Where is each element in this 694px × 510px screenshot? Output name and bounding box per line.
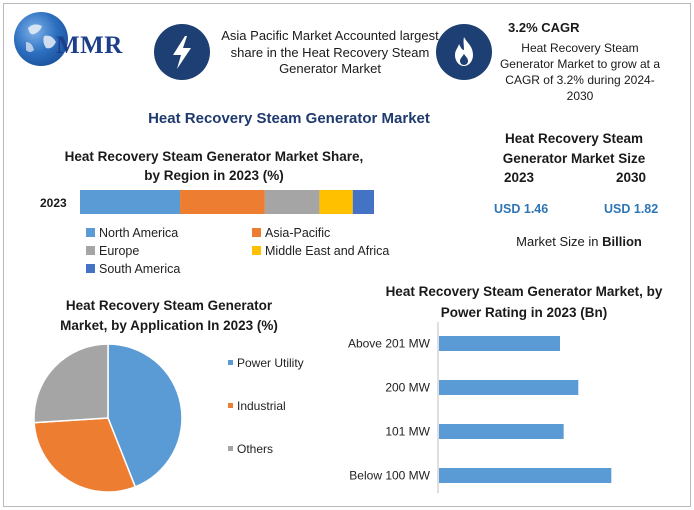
region-bar-segment-asia-pacific bbox=[180, 190, 265, 214]
globe-icon bbox=[14, 12, 68, 66]
power-tick-label-200-mw: 200 MW bbox=[385, 381, 430, 395]
legend-label: Power Utility bbox=[237, 356, 304, 370]
application-legend-item-power-utility: Power Utility bbox=[228, 356, 304, 370]
market-size-title: Heat Recovery Steam Generator Market Siz… bbox=[502, 131, 646, 166]
legend-swatch bbox=[86, 264, 95, 273]
legend-swatch bbox=[86, 246, 95, 255]
legend-swatch bbox=[228, 360, 233, 365]
pie-slice-industrial bbox=[33, 417, 137, 493]
power-bar-above-201-mw bbox=[439, 336, 560, 351]
market-size-year-end: 2030 bbox=[616, 170, 647, 185]
region-stacked-bar bbox=[80, 190, 374, 214]
market-size-value-start: USD 1.46 bbox=[494, 202, 549, 216]
region-bar-segment-south-america bbox=[352, 190, 374, 214]
power-tick-label-below-100-mw: Below 100 MW bbox=[349, 469, 430, 483]
main-title: Heat Recovery Steam Generator Market bbox=[148, 110, 430, 127]
region-legend-item-europe: Europe bbox=[86, 244, 139, 258]
pie-slice-others bbox=[33, 343, 109, 424]
region-chart-category-label: 2023 bbox=[40, 196, 67, 210]
market-size-note-prefix: Market Size in bbox=[516, 234, 599, 249]
power-tick-label-above-201-mw: Above 201 MW bbox=[348, 337, 431, 351]
legend-swatch bbox=[228, 403, 233, 408]
market-size-note-unit: Billion bbox=[602, 234, 642, 249]
legend-label: Middle East and Africa bbox=[265, 244, 390, 258]
region-bar-segment-north-america bbox=[80, 190, 181, 214]
legend-label: Others bbox=[237, 442, 274, 456]
cagr-text: Heat Recovery Steam Generator Market to … bbox=[499, 41, 661, 103]
power-chart-title: Heat Recovery Steam Generator Market, by… bbox=[385, 284, 663, 320]
logo-text: MMR bbox=[56, 32, 123, 59]
power-bar-200-mw bbox=[439, 380, 579, 395]
market-size-value-end: USD 1.82 bbox=[604, 202, 659, 216]
region-bar-segment-europe bbox=[264, 190, 320, 214]
legend-label: Europe bbox=[99, 244, 140, 258]
pie-slice-power-utility bbox=[107, 343, 183, 488]
legend-label: North America bbox=[99, 226, 179, 240]
power-tick-label-101-mw: 101 MW bbox=[385, 425, 430, 439]
region-legend-item-north-america: North America bbox=[86, 226, 178, 240]
legend-label: South America bbox=[99, 262, 181, 276]
market-size-year-start: 2023 bbox=[504, 170, 535, 185]
application-chart-title: Heat Recovery Steam Generator Market, by… bbox=[60, 298, 278, 333]
flame-icon bbox=[436, 24, 492, 80]
legend-swatch bbox=[252, 228, 261, 237]
legend-swatch bbox=[252, 246, 261, 255]
highlight-asia-pacific-text: Asia Pacific Market Accounted largest sh… bbox=[221, 28, 439, 76]
application-legend-item-others: Others bbox=[228, 442, 273, 456]
application-chart-legend: Power Utility Industrial Others bbox=[228, 356, 328, 466]
region-legend-item-south-america: South America bbox=[86, 262, 180, 276]
region-chart-title: Heat Recovery Steam Generator Market Sha… bbox=[64, 149, 364, 183]
power-bar-below-100-mw bbox=[439, 468, 612, 483]
cagr-title: 3.2% CAGR bbox=[508, 20, 580, 35]
legend-label: Asia-Pacific bbox=[265, 226, 331, 240]
region-legend-item-asia-pacific: Asia-Pacific bbox=[252, 226, 330, 240]
legend-label: Industrial bbox=[237, 399, 286, 413]
region-chart-legend: North America Asia-Pacific Europe Middle Ea… bbox=[86, 226, 426, 286]
region-bar-segment-middle-east-and-africa bbox=[319, 190, 353, 214]
application-legend-item-industrial: Industrial bbox=[228, 399, 286, 413]
lightning-icon bbox=[154, 24, 210, 80]
legend-swatch bbox=[228, 446, 233, 451]
power-bar-101-mw bbox=[439, 424, 564, 439]
infographic-frame: MMR Asia Pacific Market Accounted larges… bbox=[3, 3, 691, 507]
application-pie-chart bbox=[33, 343, 183, 493]
market-size-note: Market Size in Billion bbox=[494, 234, 664, 249]
region-legend-item-middle-east-and-africa: Middle East and Africa bbox=[252, 244, 389, 258]
power-rating-bar-chart: Above 201 MW 200 MW 101 MW Below 100 MW bbox=[348, 322, 612, 493]
legend-swatch bbox=[86, 228, 95, 237]
